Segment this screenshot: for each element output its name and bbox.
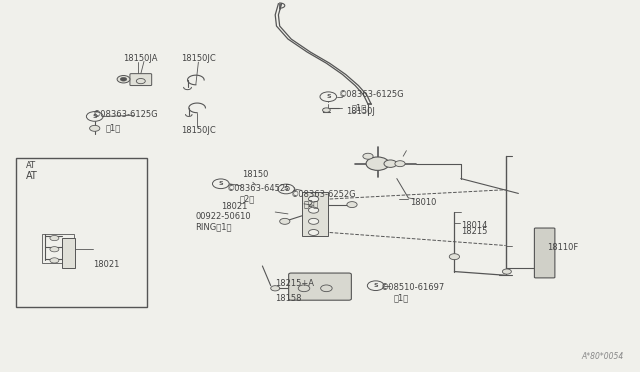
- Text: AT: AT: [26, 171, 37, 181]
- Circle shape: [502, 269, 511, 274]
- Circle shape: [50, 247, 59, 252]
- Circle shape: [449, 254, 460, 260]
- Circle shape: [298, 285, 310, 292]
- Circle shape: [271, 286, 280, 291]
- Text: （1）: （1）: [394, 293, 409, 302]
- Text: S: S: [92, 114, 97, 119]
- Text: （2）: （2）: [240, 194, 255, 203]
- FancyBboxPatch shape: [130, 74, 152, 86]
- Text: 18021: 18021: [93, 260, 119, 269]
- Text: （2）: （2）: [304, 199, 319, 208]
- Text: ©08363-6125G: ©08363-6125G: [339, 90, 405, 99]
- Circle shape: [117, 76, 130, 83]
- Circle shape: [280, 218, 290, 224]
- Circle shape: [308, 230, 319, 235]
- Circle shape: [395, 161, 405, 167]
- Circle shape: [120, 77, 127, 81]
- Text: AT: AT: [26, 161, 36, 170]
- Circle shape: [308, 218, 319, 224]
- Circle shape: [308, 207, 319, 213]
- Text: 18150JC: 18150JC: [181, 126, 216, 135]
- Circle shape: [90, 125, 100, 131]
- Text: 18021: 18021: [221, 202, 247, 211]
- Circle shape: [50, 258, 59, 263]
- Circle shape: [366, 157, 389, 170]
- Text: A*80*0054: A*80*0054: [582, 352, 624, 361]
- Text: 18150J: 18150J: [346, 107, 374, 116]
- Text: S: S: [373, 283, 378, 288]
- Circle shape: [323, 108, 330, 112]
- Text: （1）: （1）: [352, 103, 367, 112]
- Text: 18158: 18158: [275, 294, 301, 303]
- Text: ©08363-64525: ©08363-64525: [227, 185, 292, 193]
- Circle shape: [308, 196, 319, 202]
- Text: （1）: （1）: [106, 124, 121, 132]
- Circle shape: [86, 112, 103, 121]
- FancyBboxPatch shape: [534, 228, 555, 278]
- Text: 18150: 18150: [243, 170, 269, 179]
- Text: 18014: 18014: [461, 221, 487, 230]
- Circle shape: [136, 78, 145, 84]
- Text: 18150JC: 18150JC: [181, 54, 216, 63]
- Text: 18150JA: 18150JA: [124, 54, 158, 63]
- Circle shape: [321, 285, 332, 292]
- Text: ©08363-6252G: ©08363-6252G: [291, 190, 357, 199]
- Text: RING（1）: RING（1）: [195, 222, 232, 231]
- Text: S: S: [326, 94, 331, 99]
- Text: 18215: 18215: [461, 227, 487, 236]
- Circle shape: [347, 202, 357, 208]
- Circle shape: [384, 160, 397, 167]
- Text: ©08363-6125G: ©08363-6125G: [93, 110, 159, 119]
- Circle shape: [212, 179, 229, 189]
- Circle shape: [50, 235, 59, 241]
- Circle shape: [367, 281, 384, 291]
- FancyBboxPatch shape: [289, 273, 351, 300]
- Circle shape: [363, 153, 373, 159]
- Text: 00922-50610: 00922-50610: [195, 212, 251, 221]
- Text: S: S: [218, 181, 223, 186]
- FancyBboxPatch shape: [302, 192, 328, 236]
- Text: 18010: 18010: [410, 198, 436, 207]
- Text: S: S: [284, 186, 289, 192]
- Text: 18215+A: 18215+A: [275, 279, 314, 288]
- FancyBboxPatch shape: [62, 238, 75, 268]
- Bar: [16, 158, 147, 307]
- Text: ©08510-61697: ©08510-61697: [381, 283, 445, 292]
- Text: 18110F: 18110F: [547, 243, 579, 252]
- Circle shape: [278, 184, 294, 194]
- Circle shape: [320, 92, 337, 102]
